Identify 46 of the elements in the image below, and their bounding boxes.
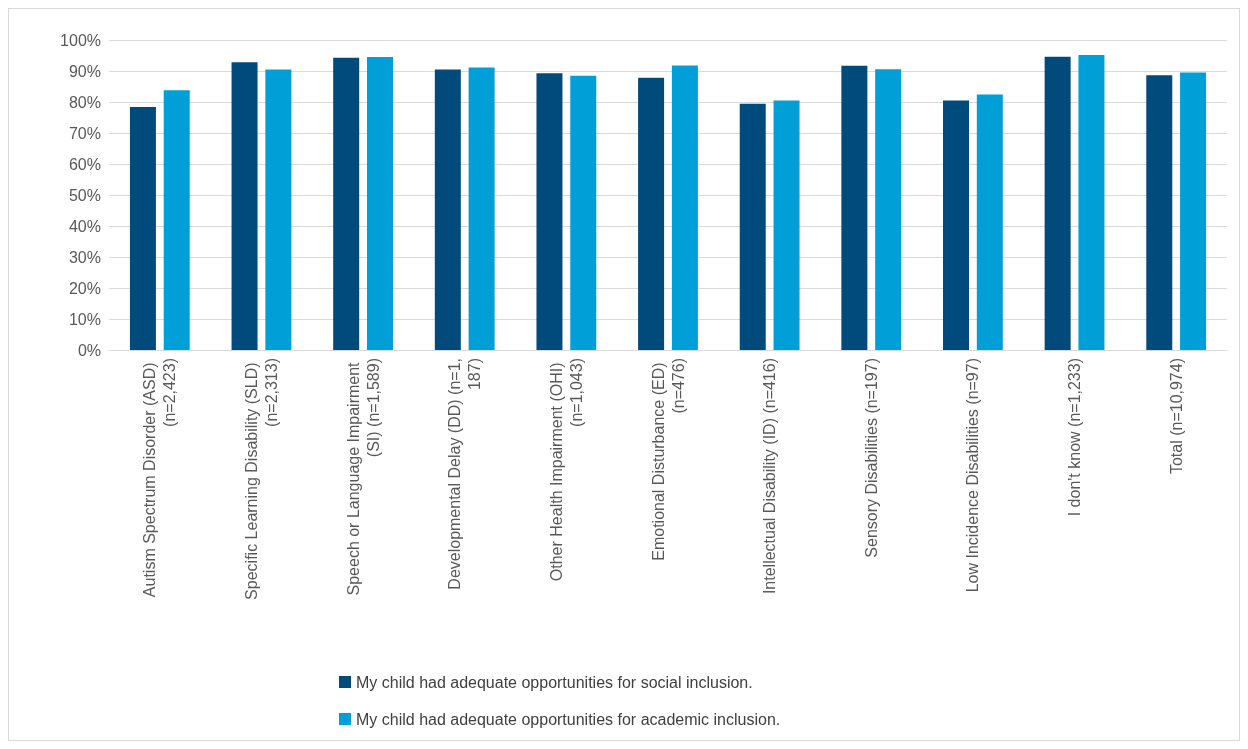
bar bbox=[773, 100, 800, 350]
legend-label: My child had adequate opportunities for social inclusion. bbox=[356, 673, 753, 691]
y-tick-label: 10% bbox=[68, 310, 101, 328]
y-tick-label: 20% bbox=[68, 279, 101, 297]
bar bbox=[468, 67, 495, 350]
x-tick-label: Total (n=10,974) bbox=[1167, 358, 1185, 475]
x-tick-label: Speech or Language Impairment (SI) (n=1,589) bbox=[344, 358, 382, 596]
bar bbox=[366, 57, 393, 350]
y-tick-label: 40% bbox=[68, 217, 101, 235]
bar bbox=[129, 106, 156, 350]
y-tick-label: 100% bbox=[60, 31, 101, 49]
y-tick-label: 50% bbox=[68, 186, 101, 204]
x-tick-label: Sensory Disabilities (n=197) bbox=[862, 358, 880, 558]
y-tick-label: 30% bbox=[68, 248, 101, 266]
x-tick-label: Specific Learning Disability (SLD) (n=2,313) bbox=[242, 358, 280, 600]
x-tick-label: Emotional Disturbance (ED) (n=476) bbox=[649, 358, 687, 561]
y-tick-label: 70% bbox=[68, 124, 101, 142]
bar bbox=[333, 57, 360, 350]
x-tick-label: Developmental Delay (DD) (n=1,187) bbox=[446, 358, 484, 590]
legend-label: My child had adequate opportunities for academic inclusion. bbox=[356, 710, 781, 728]
y-tick-label: 90% bbox=[68, 62, 101, 80]
y-tick-label: 60% bbox=[68, 155, 101, 173]
bar bbox=[943, 100, 970, 350]
bar bbox=[536, 73, 563, 350]
bar bbox=[671, 65, 698, 350]
y-tick-label: 0% bbox=[77, 341, 101, 359]
bar bbox=[231, 62, 258, 350]
bar bbox=[1180, 72, 1207, 350]
x-tick-label: Intellectual Disability (ID) (n=416) bbox=[761, 358, 779, 595]
bar bbox=[976, 94, 1003, 350]
bar bbox=[739, 103, 766, 350]
bar bbox=[1044, 56, 1071, 350]
bar bbox=[265, 69, 292, 350]
x-tick-label: I don't know (n=1,233) bbox=[1066, 358, 1084, 517]
y-tick-label: 80% bbox=[68, 93, 101, 111]
x-tick-label: Other Health Impairment (OHI) (n=1,043) bbox=[547, 358, 585, 582]
bar bbox=[434, 69, 461, 350]
bar bbox=[1078, 54, 1105, 350]
bar bbox=[638, 77, 665, 350]
bar bbox=[841, 65, 868, 350]
bar bbox=[875, 69, 902, 350]
x-tick-label: Low Incidence Disabilities (n=97) bbox=[964, 358, 982, 593]
bar bbox=[1146, 75, 1173, 350]
bar bbox=[163, 90, 190, 350]
x-tick-label: Autism Spectrum Disorder (ASD) (n=2,423) bbox=[141, 358, 179, 598]
bar bbox=[570, 75, 597, 350]
